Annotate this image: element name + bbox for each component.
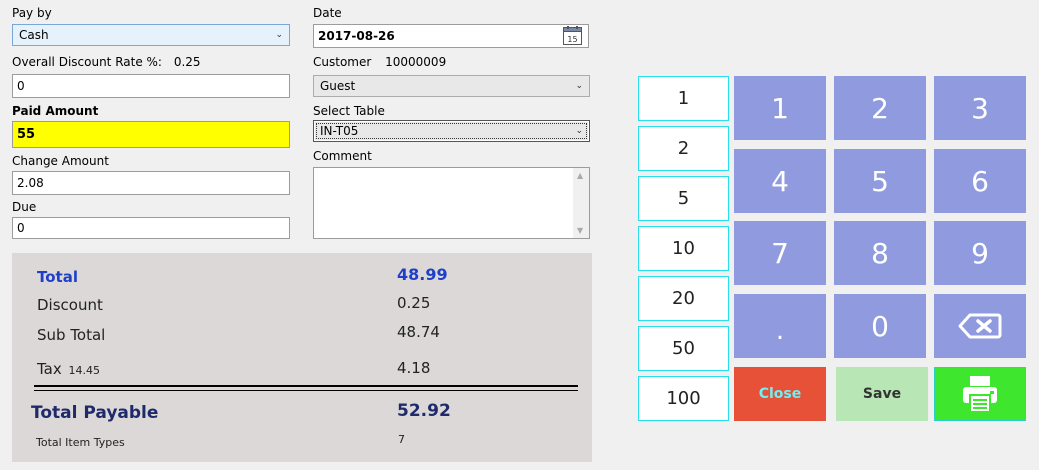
comment-textarea[interactable] (313, 167, 590, 239)
date-input[interactable]: 2017-08-26 (313, 24, 589, 48)
key-nine-button[interactable]: 9 (934, 221, 1026, 285)
quick-amount-button[interactable]: 2 (638, 126, 729, 171)
svg-text:15: 15 (567, 35, 577, 44)
printer-icon (963, 376, 997, 413)
tax-label: Tax 14.45 (37, 360, 100, 378)
summary-panel: Total 48.99 Discount 0.25 Sub Total 48.7… (12, 253, 592, 462)
customer-label: Customer 10000009 (313, 55, 446, 69)
backspace-icon (958, 313, 1002, 339)
customer-caption: Customer (313, 55, 372, 69)
subtotal-value: 48.74 (397, 323, 440, 341)
total-label: Total (37, 268, 78, 286)
customer-select-value: Guest (320, 79, 356, 93)
quick-amount-button[interactable]: 100 (638, 376, 729, 421)
calendar-icon[interactable]: 15 (563, 26, 582, 45)
discount-rate-value: 0.25 (173, 55, 201, 69)
key-one-button[interactable]: 1 (734, 76, 826, 140)
key-eight-button[interactable]: 8 (834, 221, 926, 285)
paid-amount-label: Paid Amount (12, 104, 99, 118)
quick-amount-button[interactable]: 5 (638, 176, 729, 221)
total-value: 48.99 (397, 265, 448, 284)
tax-rate: 14.45 (68, 364, 101, 377)
chevron-down-icon: ⌄ (275, 30, 283, 40)
due-input[interactable]: 0 (12, 217, 290, 239)
pay-by-label: Pay by (12, 6, 52, 20)
scroll-up-icon[interactable]: ▲ (577, 171, 584, 180)
select-table-label: Select Table (313, 104, 385, 118)
date-label: Date (313, 6, 342, 20)
backspace-button[interactable] (934, 294, 1026, 358)
item-types-label: Total Item Types (36, 436, 125, 449)
scroll-down-icon[interactable]: ▼ (577, 226, 584, 235)
key-two-button[interactable]: 2 (834, 76, 926, 140)
discount-rate-caption: Overall Discount Rate %: (12, 55, 162, 69)
quick-amount-button[interactable]: 50 (638, 326, 729, 371)
discount-value: 0.25 (397, 294, 431, 312)
chevron-down-icon: ⌄ (575, 126, 583, 136)
customer-select[interactable]: Guest ⌄ (313, 75, 590, 97)
paid-amount-input[interactable]: 55 (12, 121, 290, 148)
item-types-value: 7 (398, 433, 405, 446)
total-payable-value: 52.92 (397, 401, 451, 421)
tax-value: 4.18 (397, 359, 431, 377)
table-select[interactable]: IN-T05 ⌄ (313, 120, 590, 142)
due-label: Due (12, 200, 37, 214)
comment-label: Comment (313, 149, 372, 163)
save-button[interactable]: Save (836, 367, 928, 421)
discount-rate-label: Overall Discount Rate %: 0.25 (12, 55, 201, 69)
close-button[interactable]: Close (734, 367, 826, 421)
key-zero-button[interactable]: 0 (834, 294, 926, 358)
quick-amount-button[interactable]: 20 (638, 276, 729, 321)
key-seven-button[interactable]: 7 (734, 221, 826, 285)
discount-label: Discount (37, 296, 103, 314)
summary-divider (34, 385, 578, 391)
key-decimal-button[interactable]: . (734, 294, 826, 358)
tax-caption: Tax (37, 360, 62, 378)
change-amount-label: Change Amount (12, 154, 109, 168)
pay-by-value: Cash (19, 28, 49, 42)
total-payable-label: Total Payable (31, 403, 159, 423)
key-three-button[interactable]: 3 (934, 76, 1026, 140)
key-five-button[interactable]: 5 (834, 149, 926, 213)
customer-id: 10000009 (385, 55, 447, 69)
subtotal-label: Sub Total (37, 326, 106, 344)
print-button[interactable] (934, 367, 1026, 421)
table-select-value: IN-T05 (320, 124, 359, 138)
chevron-down-icon: ⌄ (575, 81, 583, 91)
comment-scrollbar[interactable]: ▲ ▼ (573, 168, 589, 238)
date-value: 2017-08-26 (318, 29, 395, 43)
quick-amount-button[interactable]: 10 (638, 226, 729, 271)
key-four-button[interactable]: 4 (734, 149, 826, 213)
quick-amount-button[interactable]: 1 (638, 76, 729, 121)
pay-by-select[interactable]: Cash ⌄ (12, 24, 290, 46)
key-six-button[interactable]: 6 (934, 149, 1026, 213)
change-amount-input[interactable]: 2.08 (12, 171, 290, 195)
discount-input[interactable]: 0 (12, 74, 290, 98)
